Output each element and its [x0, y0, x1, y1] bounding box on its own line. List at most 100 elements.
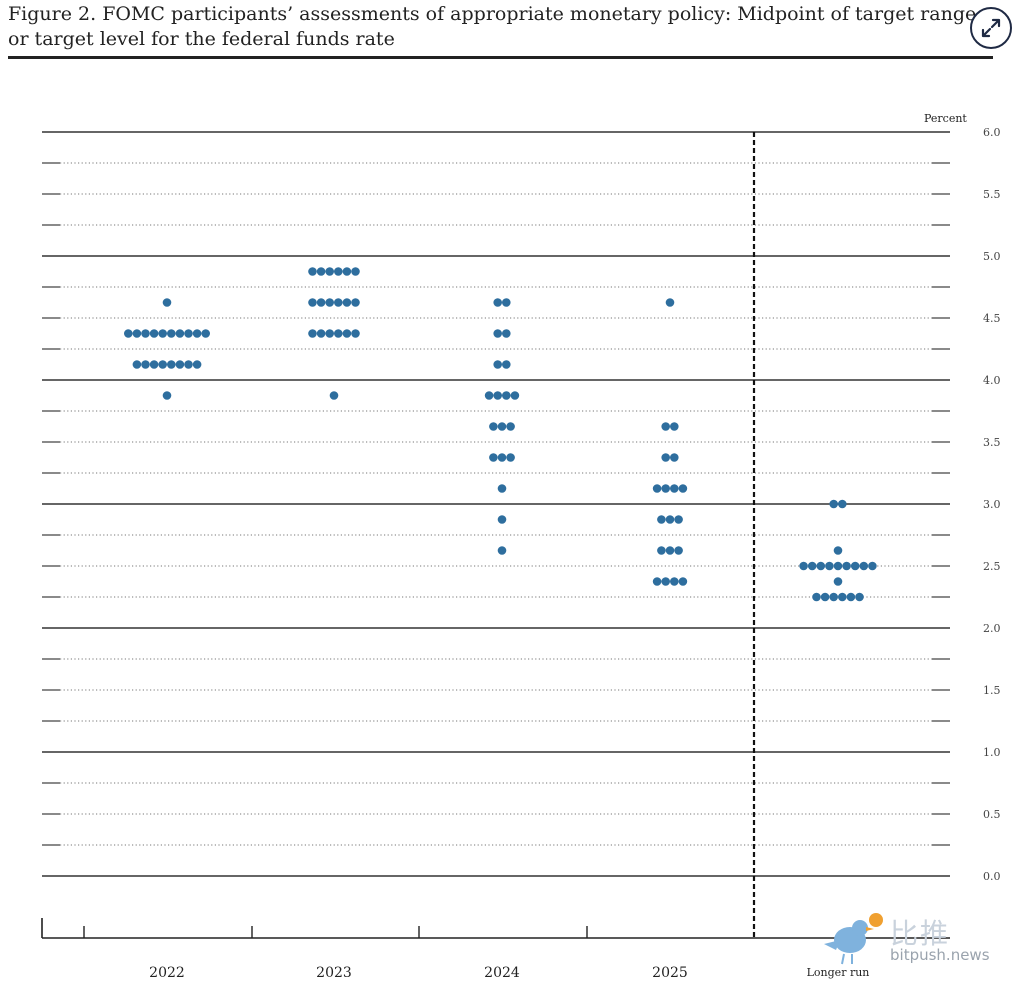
- y-tick-label: 3.0: [983, 498, 1001, 511]
- data-dot: [158, 329, 167, 338]
- data-dot: [661, 577, 670, 586]
- data-dot: [838, 499, 847, 509]
- data-dot: [351, 329, 360, 338]
- data-dot: [657, 515, 666, 524]
- data-dot: [497, 515, 507, 524]
- data-dot: [132, 360, 142, 369]
- data-dot: [308, 329, 317, 338]
- data-dot: [833, 577, 843, 586]
- data-dot: [502, 298, 511, 307]
- data-dot: [506, 453, 515, 462]
- data-dot: [316, 298, 326, 307]
- data-dot: [167, 360, 176, 369]
- data-dot: [141, 360, 150, 369]
- data-dot: [158, 360, 167, 369]
- data-dot: [661, 453, 670, 462]
- data-dot: [325, 267, 335, 276]
- data-dot: [820, 592, 830, 602]
- data-dot: [502, 329, 511, 338]
- data-dot: [308, 267, 317, 276]
- data-dot: [325, 298, 335, 307]
- y-tick-label: 0.0: [983, 870, 1001, 883]
- y-tick-label: 5.5: [983, 188, 1001, 201]
- y-tick-label: 0.5: [983, 808, 1001, 821]
- y-tick-label: 2.0: [983, 622, 1001, 635]
- data-dot: [855, 592, 864, 602]
- data-dot: [493, 298, 503, 307]
- data-dot: [833, 561, 843, 571]
- data-dot: [661, 484, 670, 493]
- data-dot: [493, 360, 503, 369]
- data-dot: [162, 391, 172, 400]
- data-dot: [175, 329, 185, 338]
- data-dot: [859, 561, 869, 571]
- data-dot: [661, 422, 670, 431]
- data-dot: [670, 484, 679, 493]
- data-dot: [838, 592, 847, 602]
- data-dot: [316, 329, 326, 338]
- data-dot: [192, 360, 202, 369]
- title-rule: [8, 56, 993, 59]
- expand-button[interactable]: [970, 7, 1012, 49]
- data-dot: [678, 484, 688, 493]
- figure-title-line-2: or target level for the federal funds ra…: [8, 28, 395, 50]
- data-dot: [334, 298, 343, 307]
- data-dot: [351, 298, 360, 307]
- data-dot: [665, 515, 675, 524]
- data-dot: [674, 515, 683, 524]
- data-dot: [816, 561, 826, 571]
- x-category-label: Longer run: [807, 966, 870, 979]
- y-tick-label: 4.5: [983, 312, 1001, 325]
- figure-title-line-1: Figure 2. FOMC participants’ assessments…: [8, 3, 977, 25]
- data-dot: [825, 561, 834, 571]
- data-dot: [868, 561, 877, 571]
- data-dot: [493, 391, 503, 400]
- data-dot: [351, 267, 360, 276]
- figure-title: Figure 2. FOMC participants’ assessments…: [8, 2, 993, 52]
- data-dot: [132, 329, 142, 338]
- data-dot: [149, 360, 159, 369]
- expand-diagonal-icon: [981, 18, 1001, 38]
- data-dot: [342, 298, 352, 307]
- data-dot: [124, 329, 133, 338]
- y-axis-label: Percent: [924, 112, 967, 125]
- data-dot: [829, 499, 838, 509]
- data-dot: [510, 391, 520, 400]
- data-dot: [334, 267, 343, 276]
- x-category-label: 2025: [652, 965, 688, 981]
- data-dot: [316, 267, 326, 276]
- data-dot: [201, 329, 210, 338]
- data-dot: [799, 561, 808, 571]
- x-category-label: 2024: [484, 965, 520, 981]
- data-dot: [149, 329, 159, 338]
- data-dot: [670, 577, 679, 586]
- data-dot: [141, 329, 150, 338]
- data-dot: [162, 298, 172, 307]
- y-tick-label: 2.5: [983, 560, 1001, 573]
- data-dot: [829, 592, 838, 602]
- data-dot: [846, 592, 856, 602]
- data-dot: [665, 546, 675, 555]
- data-dot: [842, 561, 851, 571]
- data-dot: [175, 360, 185, 369]
- data-dot: [484, 391, 494, 400]
- bird-logo-icon: [824, 913, 883, 965]
- data-dot: [652, 484, 662, 493]
- y-tick-label: 1.0: [983, 746, 1001, 759]
- data-dot: [497, 453, 507, 462]
- data-dot: [665, 298, 675, 307]
- data-dot: [497, 422, 507, 431]
- data-dot: [670, 453, 679, 462]
- data-dot: [489, 422, 498, 431]
- watermark-text-en: bitpush.news: [890, 946, 990, 964]
- data-dot: [167, 329, 176, 338]
- data-dot: [325, 329, 335, 338]
- data-dot: [334, 329, 343, 338]
- data-dot: [502, 360, 511, 369]
- data-dot: [493, 329, 503, 338]
- y-tick-label: 1.5: [983, 684, 1001, 697]
- data-dot: [342, 329, 352, 338]
- data-dot: [506, 422, 515, 431]
- data-dot: [670, 422, 679, 431]
- data-dot: [497, 546, 507, 555]
